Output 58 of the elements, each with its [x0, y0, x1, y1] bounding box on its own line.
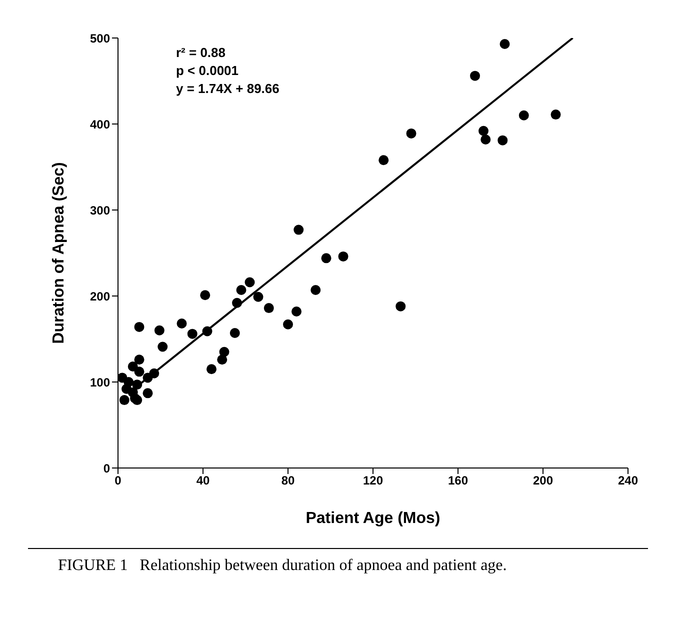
point [321, 253, 332, 264]
point [128, 362, 138, 372]
point [202, 326, 212, 336]
point [406, 128, 416, 138]
point [200, 290, 210, 300]
point [283, 319, 293, 330]
y-axis-title: Duration of Apnea (Sec) [50, 162, 68, 344]
annotation: y = 1.74X + 89.66 [176, 80, 280, 98]
point [206, 364, 216, 374]
point [244, 277, 255, 288]
point [253, 292, 264, 302]
y-tick-label: 0 [103, 461, 110, 476]
x-axis-title: Patient Age (Mos) [306, 510, 440, 527]
x-tick-label: 40 [196, 474, 210, 488]
point [550, 110, 561, 120]
point [149, 368, 160, 378]
x-tick-label: 120 [362, 474, 384, 488]
x-tick-label: 200 [532, 474, 554, 488]
y-tick-label: 300 [90, 203, 110, 218]
x-tick-label: 80 [281, 474, 295, 488]
point [232, 298, 242, 308]
point [500, 39, 510, 50]
point [236, 284, 246, 295]
annotation: r² = 0.88 [176, 44, 227, 62]
point [396, 301, 406, 312]
point [132, 395, 142, 406]
y-tick-label: 200 [90, 289, 110, 304]
point [187, 328, 198, 339]
point [294, 224, 304, 235]
point [338, 251, 348, 262]
x-tick-label: 240 [618, 474, 638, 488]
point [498, 135, 508, 146]
point [154, 325, 164, 336]
point [292, 306, 302, 316]
point [119, 395, 130, 406]
point [158, 342, 168, 352]
point [176, 318, 187, 329]
annotation: p < 0.0001 [176, 62, 240, 80]
point [128, 387, 138, 398]
y-tick-label: 100 [90, 375, 110, 390]
point [264, 303, 274, 314]
y-tick-label: 400 [90, 117, 110, 132]
point [219, 346, 230, 357]
x-tick-label: 160 [448, 474, 468, 488]
point [134, 354, 144, 365]
point [378, 155, 389, 166]
point [478, 126, 488, 136]
y-tick-label: 500 [90, 31, 110, 46]
x-tick-label: 0 [114, 474, 122, 488]
point [142, 388, 153, 398]
point [518, 110, 529, 120]
point [230, 328, 240, 338]
point [480, 134, 491, 144]
point [132, 380, 142, 390]
point [470, 70, 480, 81]
caption: FIGURE 1 Relationship between duration of apnoea and patient age. [28, 548, 648, 583]
point [310, 284, 321, 295]
point [134, 322, 144, 332]
